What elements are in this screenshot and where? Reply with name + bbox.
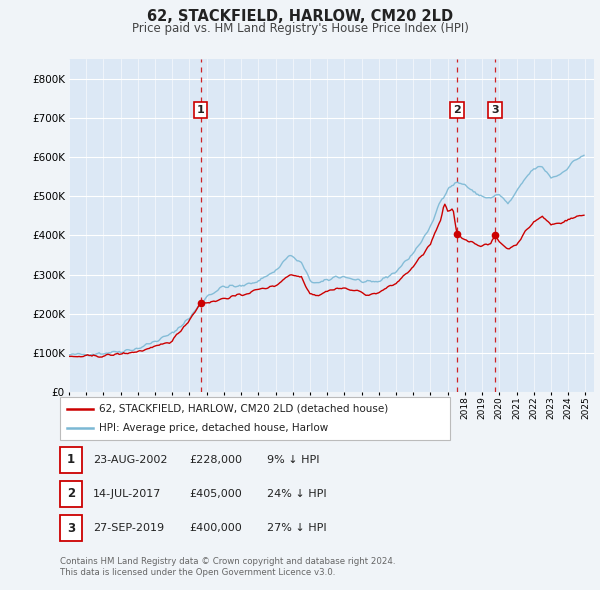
Text: 24% ↓ HPI: 24% ↓ HPI — [267, 489, 326, 499]
Text: 62, STACKFIELD, HARLOW, CM20 2LD: 62, STACKFIELD, HARLOW, CM20 2LD — [147, 9, 453, 24]
Text: 3: 3 — [67, 522, 75, 535]
Text: 1: 1 — [67, 453, 75, 466]
Text: £400,000: £400,000 — [189, 523, 242, 533]
Text: This data is licensed under the Open Government Licence v3.0.: This data is licensed under the Open Gov… — [60, 568, 335, 577]
Text: 1: 1 — [197, 105, 205, 115]
Text: Contains HM Land Registry data © Crown copyright and database right 2024.: Contains HM Land Registry data © Crown c… — [60, 558, 395, 566]
Text: 2: 2 — [67, 487, 75, 500]
Text: £405,000: £405,000 — [189, 489, 242, 499]
Text: 27-SEP-2019: 27-SEP-2019 — [93, 523, 164, 533]
Text: Price paid vs. HM Land Registry's House Price Index (HPI): Price paid vs. HM Land Registry's House … — [131, 22, 469, 35]
Text: £228,000: £228,000 — [189, 455, 242, 464]
Text: 23-AUG-2002: 23-AUG-2002 — [93, 455, 167, 464]
Text: 3: 3 — [491, 105, 499, 115]
Text: 27% ↓ HPI: 27% ↓ HPI — [267, 523, 326, 533]
Text: 2: 2 — [453, 105, 461, 115]
Text: 14-JUL-2017: 14-JUL-2017 — [93, 489, 161, 499]
Text: 62, STACKFIELD, HARLOW, CM20 2LD (detached house): 62, STACKFIELD, HARLOW, CM20 2LD (detach… — [99, 404, 388, 414]
Text: 9% ↓ HPI: 9% ↓ HPI — [267, 455, 320, 464]
Text: HPI: Average price, detached house, Harlow: HPI: Average price, detached house, Harl… — [99, 423, 328, 433]
